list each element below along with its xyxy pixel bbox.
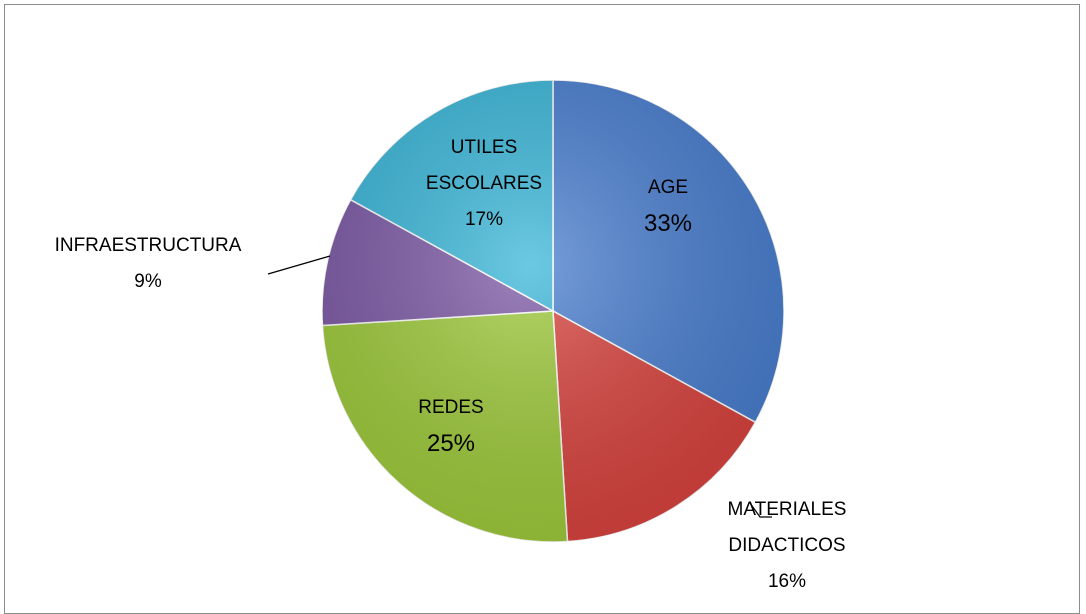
category-label: UTILES ESCOLARES <box>425 137 543 194</box>
category-label: REDES <box>418 397 484 418</box>
value-label: 9% <box>134 271 162 292</box>
slice-label: AGE 33% <box>568 170 768 242</box>
category-label: INFRAESTRUCTURA <box>54 235 242 256</box>
value-label: 16% <box>767 571 807 592</box>
leader-line <box>267 255 331 275</box>
slice-label: MATERIALES DIDACTICOS 16% <box>717 492 857 600</box>
category-label: AGE <box>647 177 689 198</box>
value-label: 17% <box>464 209 504 230</box>
value-label: 33% <box>643 210 693 237</box>
value-label: 25% <box>426 430 476 457</box>
slice-label: INFRAESTRUCTURA 9% <box>28 228 268 300</box>
leader-line <box>749 502 772 518</box>
category-label: MATERIALES DIDACTICOS <box>727 499 847 556</box>
slice-label: REDES 25% <box>381 390 521 462</box>
slice-label: UTILES ESCOLARES 17% <box>399 130 569 238</box>
